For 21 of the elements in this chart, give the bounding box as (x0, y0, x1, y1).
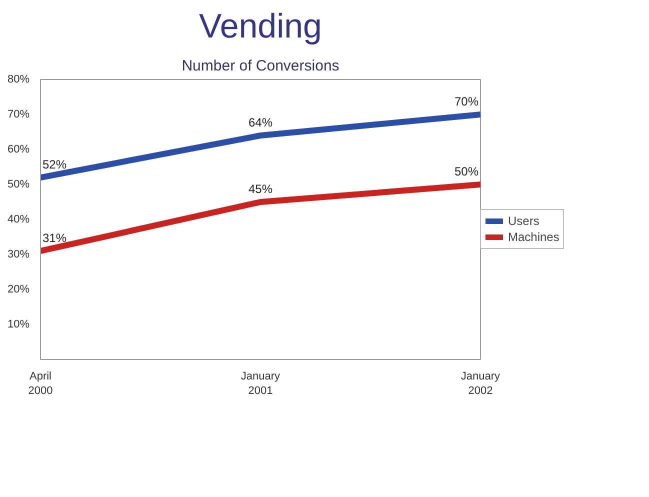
data-label: 45% (248, 182, 273, 196)
y-tick-label: 30% (7, 248, 30, 260)
y-tick-label: 10% (7, 318, 30, 330)
chart-subtitle: Number of Conversions (182, 58, 340, 74)
x-tick-label: January 2002 (460, 370, 501, 397)
y-tick-label: 60% (7, 144, 30, 156)
data-label: 64% (248, 116, 273, 130)
y-tick-label: 40% (7, 214, 30, 226)
y-tick-label: 50% (7, 178, 30, 190)
y-tick-label: 80% (7, 74, 30, 86)
x-tick-label: April 2000 (28, 370, 53, 397)
chart-title: Vending (199, 8, 322, 46)
legend-label: Machines (508, 230, 560, 244)
data-label: 52% (42, 158, 67, 172)
data-label: 50% (454, 164, 479, 178)
y-tick-label: 70% (7, 108, 30, 120)
x-tick-label: January 2001 (240, 370, 281, 397)
legend-label: Users (508, 214, 540, 228)
data-label: 31% (42, 231, 67, 245)
data-label: 70% (454, 94, 479, 108)
y-tick-label: 20% (7, 284, 30, 296)
